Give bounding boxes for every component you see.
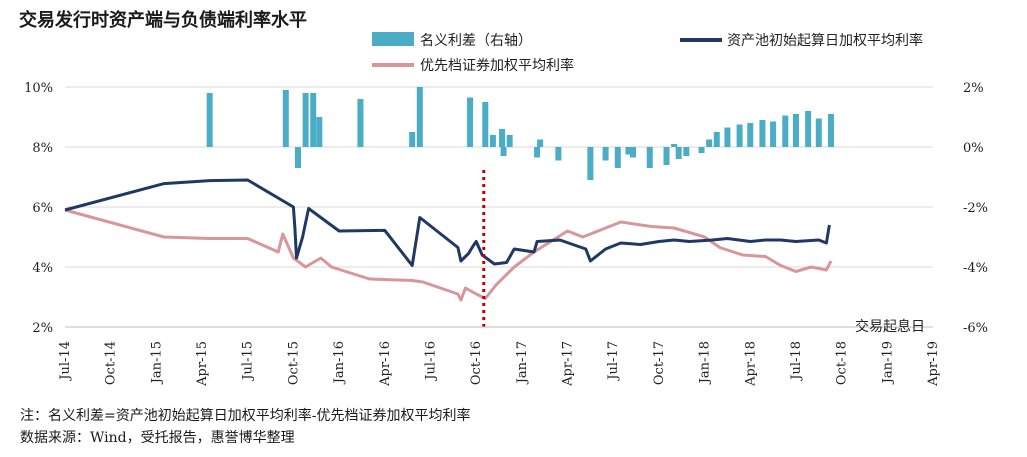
spread-bar <box>646 147 653 168</box>
spread-bar <box>602 147 609 161</box>
y-right-tick-label: -6% <box>963 321 988 336</box>
x-tick-label: Oct-17 <box>652 341 667 385</box>
x-tick-label: Jan-18 <box>698 341 713 385</box>
footnote: 注：名义利差=资产池初始起算日加权平均利率-优先档证券加权平均利率 <box>20 408 471 424</box>
spread-bar <box>500 147 507 156</box>
spread-bar <box>683 147 690 156</box>
x-tick-label: Jan-19 <box>880 341 895 385</box>
spread-bars <box>206 87 834 180</box>
x-tick-label: Jul-15 <box>241 341 256 382</box>
axes: 2% -6% 4% -4% 6% -2% 8% 0% 10% 2% Jul-14 Oct-14 Jan-… <box>24 81 988 387</box>
spread-bar <box>467 97 474 147</box>
y-right-tick-label: -2% <box>963 201 988 216</box>
y-right-tick-label: -4% <box>963 261 988 276</box>
chart-title: 交易发行时资产端与负债端利率水平 <box>19 10 307 31</box>
y-left-tick-label: 6% <box>32 201 53 216</box>
spread-bar <box>587 147 594 180</box>
spread-bar <box>310 93 317 147</box>
x-tick-label: Apr-18 <box>743 341 758 387</box>
x-tick-label: Jan-16 <box>332 341 347 385</box>
y-left-tick-label: 4% <box>32 261 53 276</box>
spread-bar <box>713 132 720 147</box>
legend-label-asset: 资产池初始起算日加权平均利率 <box>727 32 923 49</box>
x-tick-label: Jul-16 <box>423 341 438 382</box>
x-tick-label: Jul-17 <box>606 341 621 382</box>
x-tick-label: Apr-15 <box>195 341 210 387</box>
x-tick-label: Apr-16 <box>378 341 393 387</box>
y-left-tick-label: 2% <box>32 321 53 336</box>
spread-bar <box>357 99 364 147</box>
x-tick-label: Apr-17 <box>561 341 576 387</box>
spread-bar <box>706 139 713 147</box>
legend-label-liability: 优先档证券加权平均利率 <box>420 57 574 74</box>
spread-bar <box>416 87 423 147</box>
spread-bar <box>534 147 541 158</box>
spread-bar <box>759 120 766 147</box>
spread-bar <box>206 93 213 147</box>
spread-bar <box>736 124 743 147</box>
spread-bar <box>675 147 682 159</box>
x-tick-label: Jan-15 <box>149 341 164 385</box>
spread-bar <box>555 147 562 161</box>
spread-bar <box>537 139 544 147</box>
spread-bar <box>724 127 731 147</box>
spread-bar <box>782 115 789 147</box>
spread-bar <box>815 118 822 147</box>
spread-bar <box>827 114 834 147</box>
spread-bar <box>506 135 513 147</box>
y-left-tick-label: 8% <box>32 141 53 156</box>
legend-label-spread: 名义利差（右轴） <box>420 33 532 49</box>
liability-rate-line <box>64 208 833 302</box>
x-axis-label: 交易起息日 <box>855 318 925 335</box>
x-tick-label: Jul-14 <box>58 341 73 382</box>
spread-bar <box>671 144 678 147</box>
spread-bar <box>409 132 416 147</box>
spread-bar <box>294 147 301 168</box>
x-tick-label: Oct-15 <box>286 341 301 385</box>
asset-rate-line <box>64 178 831 267</box>
spread-bar <box>770 121 777 147</box>
spread-bar <box>805 111 812 147</box>
source-note: 数据来源：Wind，受托报告，惠誉博华整理 <box>20 430 295 446</box>
spread-bar <box>630 147 637 158</box>
spread-bar <box>614 147 621 168</box>
spread-bar <box>792 114 799 147</box>
spread-bar <box>482 102 489 147</box>
spread-bar <box>663 147 670 165</box>
x-tick-label: Oct-18 <box>835 341 850 385</box>
y-right-tick-label: 0% <box>963 141 984 156</box>
legend-swatch-spread <box>372 32 414 46</box>
spread-bar <box>698 147 705 153</box>
spread-bar <box>489 135 496 147</box>
spread-bar <box>747 123 754 147</box>
x-tick-label: Jul-18 <box>789 341 804 382</box>
spread-bar <box>625 147 632 155</box>
spread-bar <box>302 93 309 147</box>
x-tick-label: Oct-14 <box>104 341 119 385</box>
x-tick-label: Jan-17 <box>515 341 530 385</box>
gridlines <box>65 86 933 328</box>
y-left-tick-label: 10% <box>24 81 53 96</box>
spread-bar <box>316 117 323 147</box>
spread-bar <box>499 129 506 147</box>
spread-bar <box>282 90 289 147</box>
y-right-tick-label: 2% <box>963 81 984 96</box>
x-tick-label: Apr-19 <box>926 341 941 387</box>
x-tick-label: Oct-16 <box>469 341 484 385</box>
